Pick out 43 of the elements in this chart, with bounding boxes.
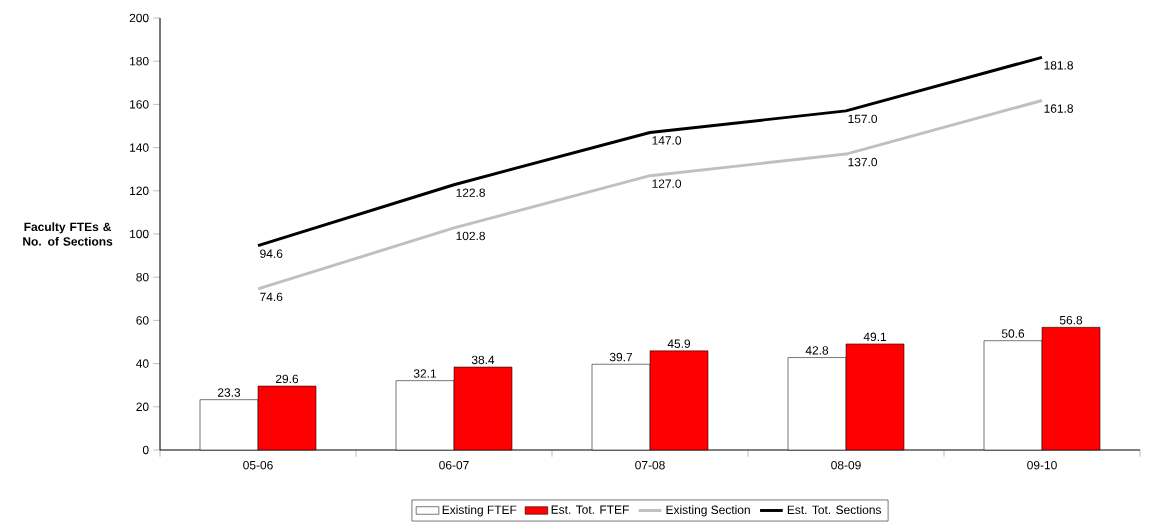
y-tick-label: 200 [129, 13, 149, 23]
x-tick-label: 05-06 [243, 460, 273, 470]
data-label: 38.4 [471, 355, 495, 365]
data-label: 94.6 [260, 249, 283, 258]
data-label: 23.3 [217, 388, 241, 397]
data-label: 147.0 [652, 136, 682, 145]
data-label: 127.0 [652, 179, 682, 188]
y-tick-label: 160 [130, 100, 149, 109]
data-label: 74.6 [260, 292, 283, 302]
x-tick-label: 08-09 [831, 460, 861, 470]
data-label: 161.8 [1044, 104, 1073, 113]
y-tick-label: 120 [130, 186, 149, 196]
x-tick-label: 09-10 [1027, 460, 1057, 470]
y-tick-label: 100 [130, 229, 149, 239]
y-tick-label: 20 [136, 402, 149, 412]
y-tick-label: 40 [136, 359, 149, 368]
x-tick-label: 07-08 [635, 460, 665, 470]
y-tick-label: 140 [130, 143, 149, 152]
data-label: 137.0 [848, 157, 878, 167]
data-label: 29.6 [275, 374, 299, 384]
data-label: 56.8 [1059, 315, 1083, 325]
data-label: 102.8 [456, 231, 485, 241]
data-label: 42.8 [805, 346, 829, 355]
y-tick-label: 80 [136, 272, 149, 282]
y-tick-label: 60 [136, 316, 149, 325]
data-label: 50.6 [1001, 329, 1025, 338]
x-tick-label: 06-07 [439, 460, 469, 470]
data-label: 122.8 [456, 188, 485, 197]
data-label: 49.1 [863, 332, 887, 342]
legend-label: Est. Tot. Sections [787, 505, 882, 515]
data-label: 181.8 [1044, 61, 1073, 70]
legend-label: Existing Section [666, 505, 750, 517]
line-series [256, 55, 1044, 248]
data-label: 45.9 [667, 339, 691, 348]
line-series [256, 99, 1044, 291]
data-label: 32.1 [413, 369, 437, 378]
y-tick-label: 180 [130, 56, 149, 66]
legend-label: Est. Tot. FTEF [551, 505, 629, 514]
legend-label: Existing FTEF [442, 505, 517, 517]
data-label: 157.0 [848, 114, 878, 124]
y-axis-title: Faculty FTEs & No. of Sections [23, 222, 113, 246]
data-label: 39.7 [609, 352, 633, 362]
y-tick-label: 0 [142, 445, 149, 455]
